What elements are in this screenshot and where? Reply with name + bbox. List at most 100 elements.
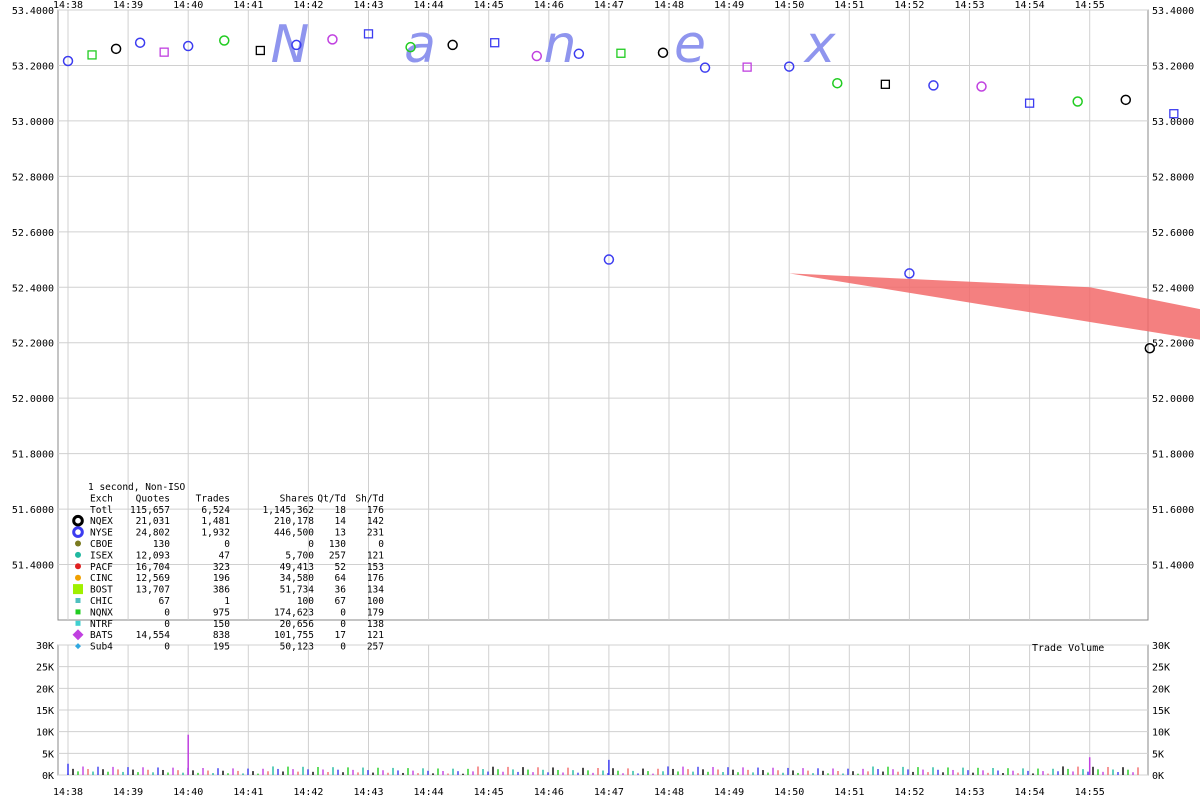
volume-tick-right: 30K [1152,641,1170,652]
legend-cell: 0 [164,619,170,630]
legend-cell: 64 [335,573,347,584]
x-tick-label-top: 14:40 [173,0,203,11]
volume-tick-right: 20K [1152,684,1170,695]
volume-tick-left: 5K [42,749,54,760]
legend-cell: PACF [90,562,113,573]
legend-cell: 257 [367,642,384,653]
legend-swatch [75,609,81,615]
legend-cell: 121 [367,630,384,641]
x-tick-label-bottom: 14:39 [113,787,143,798]
legend-header: Exch [90,493,113,504]
x-tick-label-top: 14:48 [654,0,684,11]
x-tick-label-top: 14:49 [714,0,744,11]
legend-swatch [72,526,84,538]
axis-labels: 14:38 14:38 14:39 14:39 14:40 14:40 14:41 14:41… [12,0,1194,798]
legend-cell: 34,580 [280,573,315,584]
x-tick-label-top: 14:52 [894,0,924,11]
watermark-letter: n [544,15,577,75]
y-tick-label-right: 51.8000 [1152,450,1194,461]
legend-cell: ISEX [90,550,113,561]
x-tick-label-top: 14:41 [233,0,263,11]
legend-cell: 150 [213,619,230,630]
legend-cell: 130 [329,539,346,550]
volume-bars [67,734,1139,775]
legend-cell: 138 [367,619,384,630]
legend-cell: CBOE [90,539,113,550]
legend-cell: 12,569 [136,573,171,584]
price-point [1120,94,1132,106]
legend-cell: Sub4 [90,642,113,653]
x-tick-label-bottom: 14:47 [594,787,624,798]
x-tick-label-top: 14:42 [293,0,323,11]
x-tick-label-bottom: 14:40 [173,787,203,798]
legend-cell: NQEX [90,516,113,527]
legend-header: Sh/Td [355,493,384,504]
x-tick-label-top: 14:38 [53,0,83,11]
price-point [490,38,500,48]
x-tick-label-bottom: 14:49 [714,787,744,798]
x-tick-label-top: 14:43 [353,0,383,11]
legend-cell: 67 [159,596,170,607]
legend-cell: 24,802 [136,528,170,539]
legend-swatch [75,551,81,558]
legend-cell: 386 [213,585,230,596]
x-tick-label-bottom: 14:41 [233,787,263,798]
volume-tick-right: 5K [1152,749,1164,760]
x-tick-label-top: 14:44 [414,0,444,11]
legend-cell: 1 [224,596,230,607]
legend-cell: 47 [219,550,230,561]
legend-cell: 195 [213,642,230,653]
legend-cell: 18 [335,505,347,516]
price-point [134,37,146,48]
x-tick-label-bottom: 14:50 [774,787,804,798]
legend-cell: 130 [153,539,170,550]
legend-cell: NYSE [90,528,113,539]
price-point [880,79,891,89]
price-point [447,39,458,51]
price-point [1169,109,1179,119]
y-tick-label-left: 52.8000 [12,172,54,183]
legend-cell: 6,524 [201,505,230,516]
legend-swatch [75,574,81,581]
price-point [87,50,97,60]
price-point [255,45,265,56]
legend-cell: 16,704 [136,562,171,573]
x-tick-label-top: 14:46 [534,0,564,11]
legend-cell: 121 [367,550,384,561]
x-tick-label-bottom: 14:51 [834,787,864,798]
legend-cell: 50,123 [280,642,314,653]
legend-cell: 100 [367,596,384,607]
y-tick-label-left: 53.0000 [12,117,54,128]
price-point [182,40,194,52]
legend-cell: CHIC [90,596,113,607]
x-tick-label-top: 14:50 [774,0,804,11]
price-point [1024,98,1035,108]
legend-cell: NQNX [90,607,113,618]
volume-label: Trade Volume [1032,643,1104,654]
legend-cell: 51,734 [280,585,315,596]
y-tick-label-right: 52.8000 [1152,172,1194,183]
watermark-letter: x [803,15,837,75]
x-tick-label-bottom: 14:46 [534,787,564,798]
legend-cell: 179 [367,607,384,618]
y-tick-label-left: 52.0000 [12,394,54,405]
y-tick-label-right: 51.6000 [1152,505,1194,516]
watermark-letter: a [404,15,436,75]
legend-cell: 115,657 [130,505,170,516]
x-tick-label-top: 14:54 [1015,0,1045,11]
y-tick-label-right: 53.4000 [1152,6,1194,17]
price-point [742,62,752,72]
price-point [62,55,74,67]
y-tick-label-left: 51.4000 [12,561,54,572]
legend-cell: 176 [367,505,384,516]
price-point [327,34,338,45]
legend-swatch [75,540,81,547]
price-point [531,50,543,62]
price-points [62,29,1179,354]
legend-cell: 101,755 [274,630,314,641]
x-tick-label-bottom: 14:44 [414,787,444,798]
y-tick-label-right: 52.0000 [1152,394,1194,405]
legend-cell: 1,481 [201,516,230,527]
